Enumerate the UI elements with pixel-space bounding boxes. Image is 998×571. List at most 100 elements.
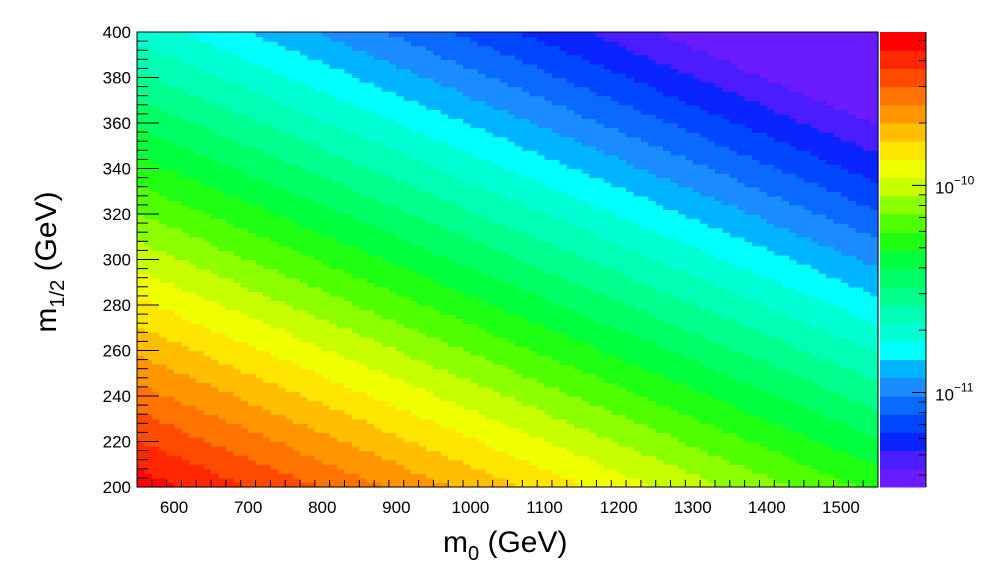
contour-cell — [455, 232, 464, 238]
contour-cell — [137, 396, 146, 402]
contour-cell — [455, 273, 464, 279]
contour-cell — [166, 218, 175, 224]
contour-cell — [174, 182, 183, 188]
contour-cell — [203, 136, 212, 142]
contour-cell — [337, 227, 346, 233]
contour-cell — [314, 113, 323, 120]
contour-cell — [225, 182, 234, 188]
contour-cell — [270, 432, 279, 438]
contour-cell — [403, 41, 412, 47]
contour-cell — [477, 473, 486, 479]
contour-cell — [144, 127, 153, 133]
contour-cell — [455, 464, 464, 470]
contour-cell — [329, 91, 338, 97]
contour-cell — [344, 364, 353, 370]
contour-cell — [463, 186, 472, 192]
contour-cell — [448, 227, 457, 233]
contour-cell — [359, 327, 368, 333]
contour-cell — [388, 182, 397, 188]
contour-cell — [403, 332, 412, 338]
contour-cell — [262, 396, 271, 402]
contour-cell — [218, 295, 227, 302]
contour-cell — [188, 268, 197, 274]
contour-cell — [433, 200, 442, 206]
contour-cell — [433, 245, 442, 251]
contour-cell — [255, 214, 264, 220]
contour-cell — [240, 464, 249, 470]
contour-cell — [485, 50, 494, 56]
contour-cell — [359, 323, 368, 329]
contour-cell — [240, 245, 249, 251]
contour-cell — [477, 177, 486, 183]
contour-cell — [418, 314, 427, 320]
contour-cell — [285, 477, 294, 484]
contour-cell — [500, 300, 509, 306]
contour-cell — [203, 104, 212, 110]
contour-cell — [196, 305, 205, 311]
contour-cell — [300, 223, 309, 229]
contour-cell — [418, 268, 427, 274]
contour-cell — [396, 182, 405, 188]
contour-cell — [477, 132, 486, 138]
contour-cell — [292, 323, 301, 329]
contour-cell — [425, 150, 434, 156]
contour-cell — [240, 214, 249, 220]
contour-cell — [448, 95, 457, 101]
contour-cell — [159, 468, 168, 474]
contour-cell — [396, 154, 405, 160]
contour-cell — [144, 173, 153, 179]
contour-cell — [285, 250, 294, 256]
contour-cell — [344, 300, 353, 306]
contour-cell — [137, 318, 146, 324]
contour-cell — [374, 268, 383, 274]
contour-cell — [270, 295, 279, 302]
contour-cell — [292, 236, 301, 242]
contour-cell — [225, 104, 234, 110]
contour-cell — [181, 132, 190, 138]
contour-cell — [418, 154, 427, 160]
contour-cell — [211, 305, 220, 311]
contour-cell — [463, 109, 472, 115]
contour-cell — [322, 432, 331, 438]
contour-cell — [225, 382, 234, 388]
contour-cell — [470, 286, 479, 292]
contour-cell — [359, 418, 368, 424]
contour-cell — [151, 268, 160, 274]
contour-cell — [455, 72, 464, 79]
contour-cell — [485, 209, 494, 215]
contour-cell — [455, 91, 464, 97]
contour-cell — [211, 63, 220, 69]
contour-cell — [381, 327, 390, 333]
contour-cell — [225, 195, 234, 201]
contour-cell — [203, 309, 212, 315]
contour-cell — [403, 36, 412, 42]
contour-cell — [262, 186, 271, 192]
contour-cell — [470, 127, 479, 133]
contour-cell — [174, 332, 183, 338]
contour-cell — [159, 223, 168, 229]
contour-cell — [166, 186, 175, 192]
contour-cell — [374, 282, 383, 288]
contour-cell — [314, 396, 323, 402]
contour-cell — [225, 473, 234, 479]
contour-cell — [337, 59, 346, 65]
contour-cell — [344, 459, 353, 465]
contour-cell — [411, 423, 420, 429]
contour-cell — [240, 436, 249, 443]
contour-cell — [270, 245, 279, 251]
contour-cell — [366, 386, 375, 393]
contour-cell — [314, 63, 323, 69]
contour-cell — [277, 204, 286, 211]
contour-cell — [344, 191, 353, 197]
contour-cell — [144, 318, 153, 324]
contour-cell — [463, 396, 472, 402]
contour-cell — [455, 182, 464, 188]
contour-cell — [211, 168, 220, 174]
contour-cell — [285, 450, 294, 456]
contour-cell — [218, 396, 227, 402]
contour-cell — [300, 159, 309, 165]
contour-cell — [174, 168, 183, 174]
contour-cell — [425, 204, 434, 211]
contour-cell — [403, 418, 412, 424]
contour-cell — [137, 32, 146, 38]
